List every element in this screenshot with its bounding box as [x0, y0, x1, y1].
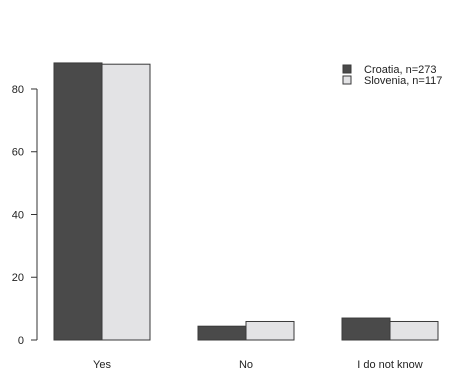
y-tick-label: 20 — [12, 272, 24, 284]
y-tick-label: 80 — [12, 84, 24, 96]
y-axis: 0 20 40 60 80 — [12, 84, 38, 347]
bar-slovenia-2 — [389, 320, 439, 341]
legend-swatch — [342, 75, 352, 85]
x-category-label: No — [239, 359, 253, 371]
bar-slovenia-1 — [245, 320, 295, 341]
x-axis-labels: Yes No I do not know — [93, 359, 423, 371]
bars — [53, 62, 439, 341]
y-tick-label: 0 — [18, 335, 24, 347]
y-tick-label: 40 — [12, 209, 24, 221]
legend-label: Slovenia, n=117 — [364, 75, 442, 87]
legend-label: Croatia, n=273 — [364, 64, 436, 76]
legend-swatch — [342, 64, 352, 74]
bar-croatia-1 — [197, 325, 247, 341]
x-category-label: I do not know — [357, 359, 422, 371]
bar-croatia-2 — [341, 317, 391, 341]
x-category-label: Yes — [93, 359, 111, 371]
y-tick-label: 60 — [12, 147, 24, 159]
bar-slovenia-0 — [101, 63, 151, 341]
bar-croatia-0 — [53, 62, 103, 341]
